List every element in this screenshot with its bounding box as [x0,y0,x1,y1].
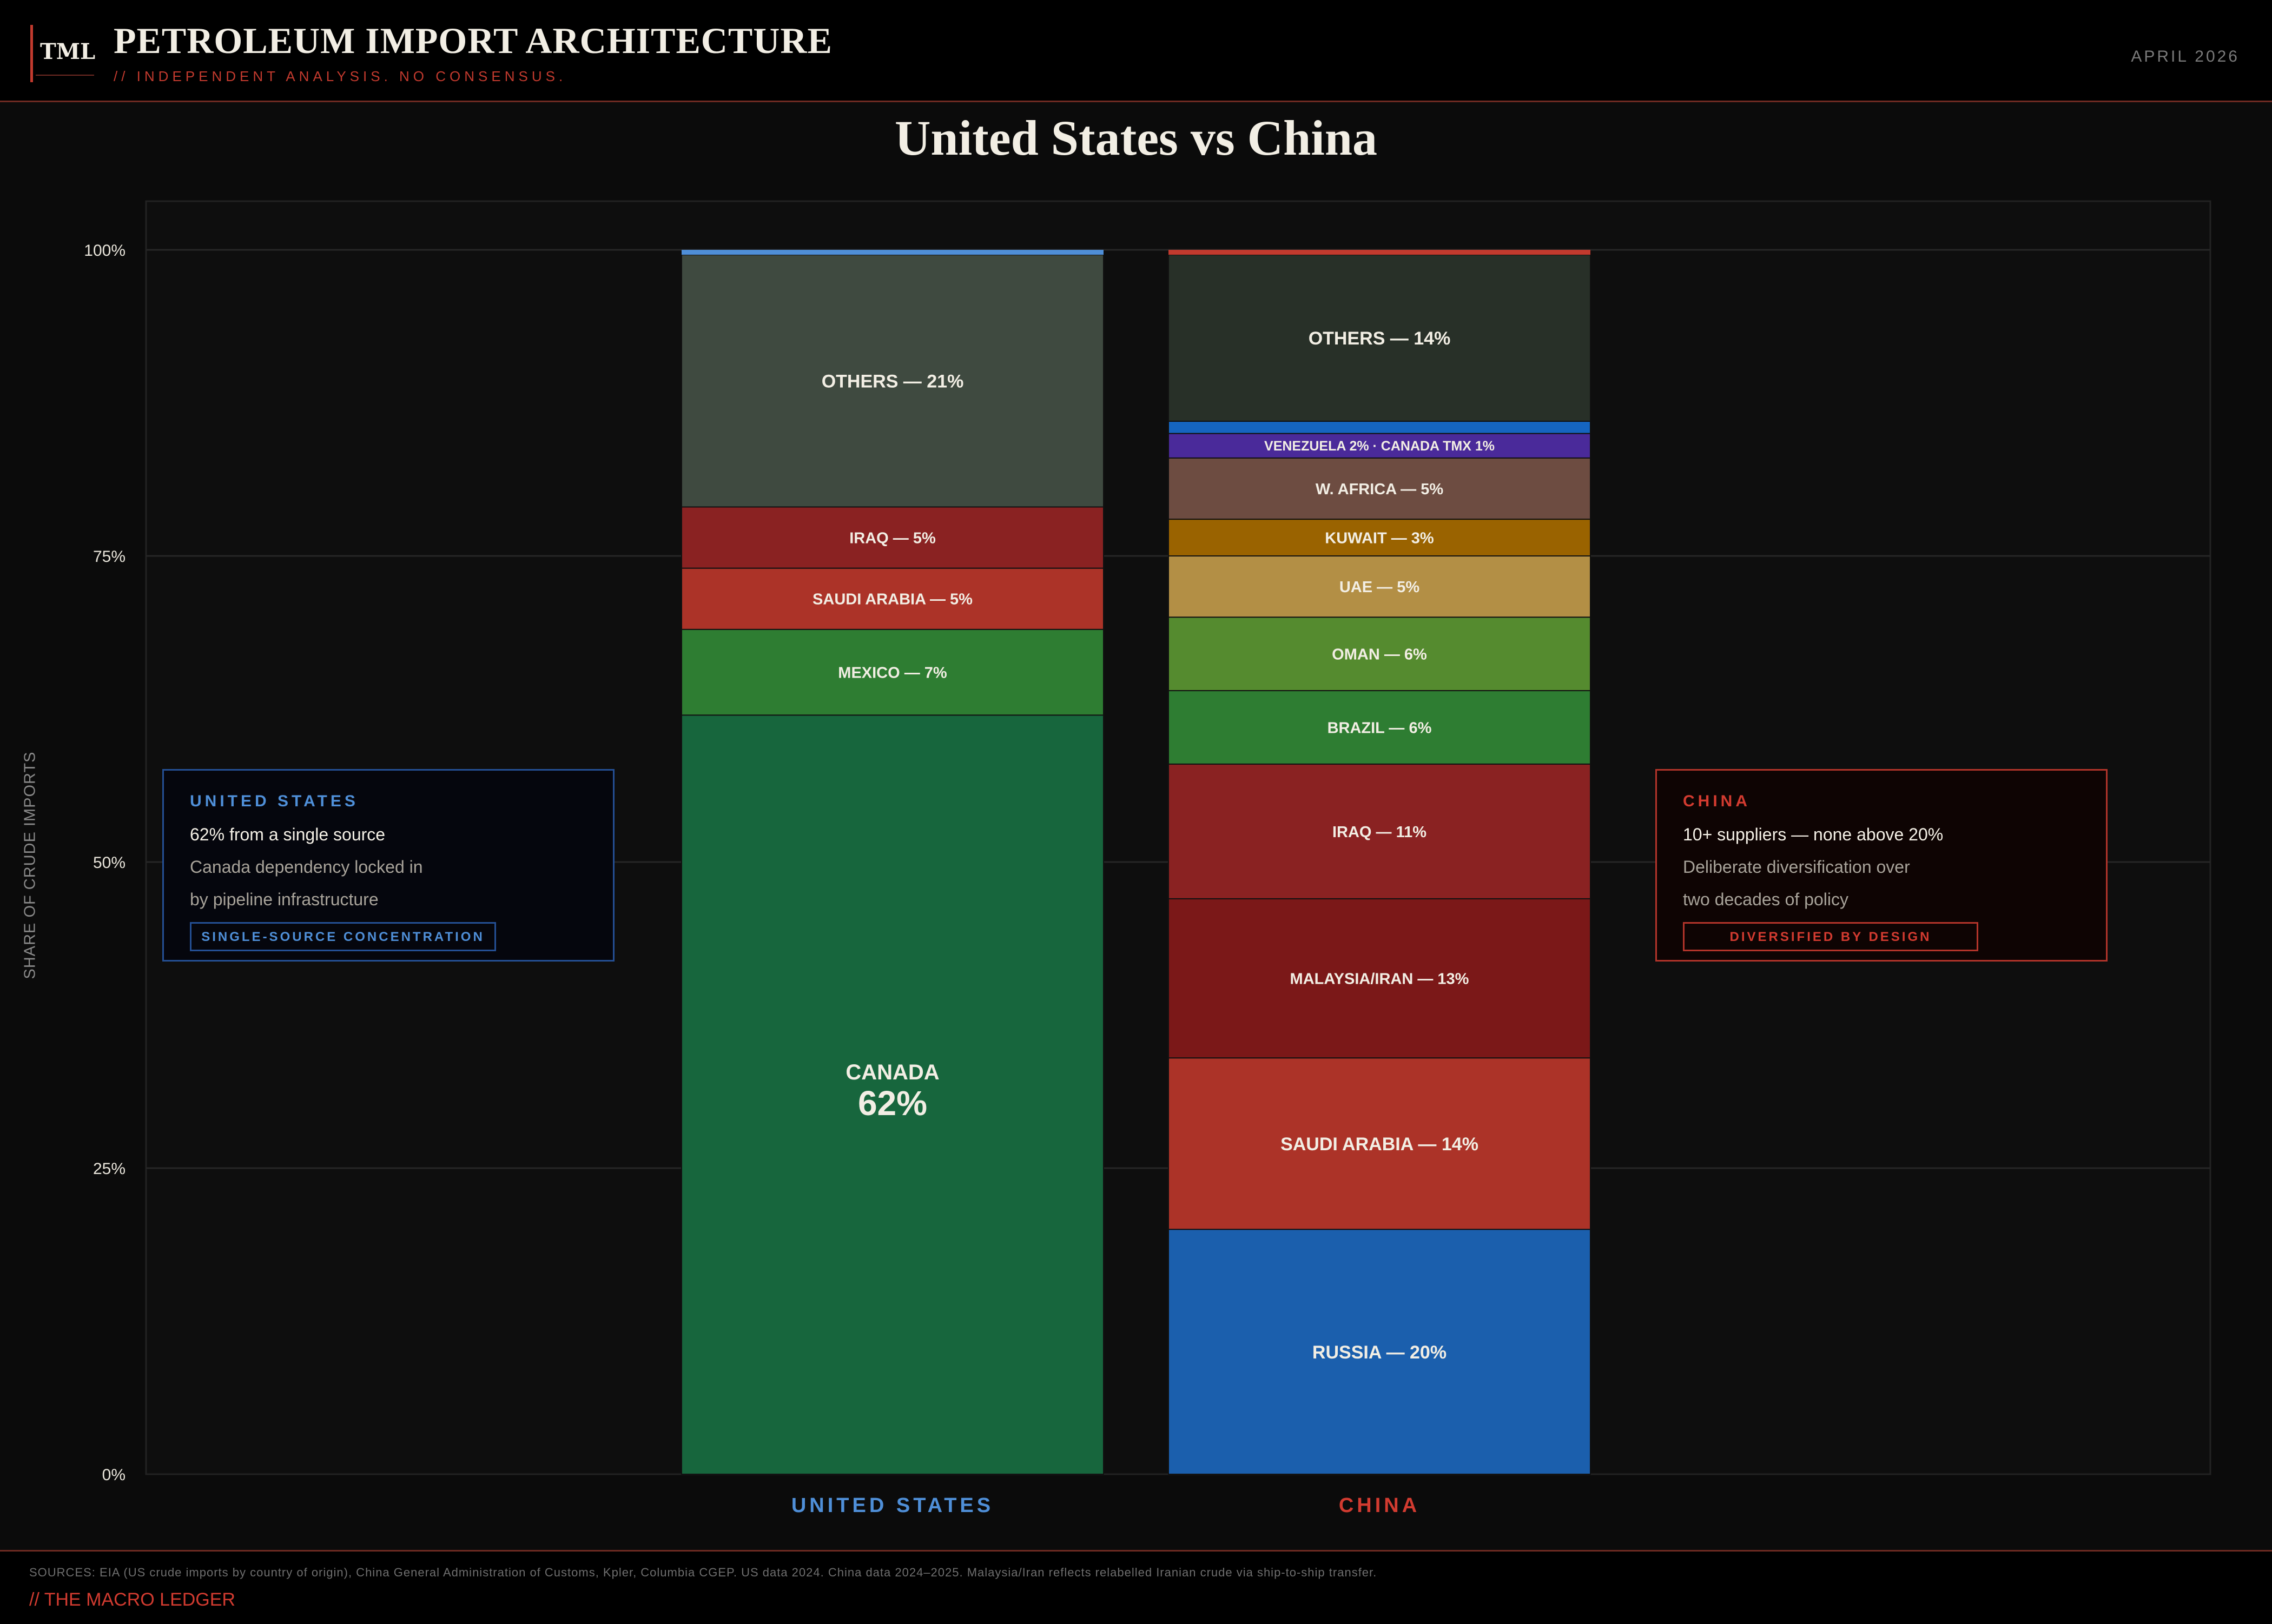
segment-label: RUSSIA — 20% [1312,1342,1447,1363]
callout-tag: DIVERSIFIED BY DESIGN [1683,922,1978,951]
logo-accent-bar [30,25,33,82]
bar-segment-saudi-arabia [681,567,1104,630]
publication-date: APRIL 2026 [2131,48,2240,65]
bar-segment-canada [681,714,1104,1475]
callout-main-text: 62% from a single source [190,825,386,844]
y-tick-label: 25% [93,1160,126,1178]
logo-underline [36,75,94,76]
chart-title: United States vs China [894,110,1377,165]
segment-label: OTHERS — 21% [822,371,964,392]
callout-line: Deliberate diversification over [1683,857,1910,877]
callout-tag: SINGLE-SOURCE CONCENTRATION [190,922,496,951]
bar-segment-malaysia-iran [1168,898,1591,1059]
segment-label: W. AFRICA — 5% [1316,481,1444,498]
bar-segment-uae [1168,555,1591,618]
bar-segment-saudi-arabia [1168,1057,1591,1230]
sources-note: SOURCES: EIA (US crude imports by countr… [29,1566,1377,1579]
y-tick-label: 0% [102,1466,126,1484]
footer: SOURCES: EIA (US crude imports by countr… [0,1550,2272,1624]
segment-label: OMAN — 6% [1332,646,1427,664]
bar-segment-iraq [1168,763,1591,899]
callout-main-text: 10+ suppliers — none above 20% [1683,825,1944,844]
header: TML PETROLEUM IMPORT ARCHITECTURE // IND… [0,0,2272,102]
segment-label: SAUDI ARABIA — 5% [813,591,973,608]
segment-label: KUWAIT — 3% [1325,529,1434,547]
y-tick-label: 50% [93,854,126,872]
bar-segment-russia [1168,1229,1591,1475]
bar-segment-top-accent [1168,250,1590,255]
bar-segment-brazil [1168,690,1591,765]
logo: TML [40,39,96,64]
segment-label: UAE — 5% [1339,579,1419,596]
callout-line: by pipeline infrastructure [190,890,379,909]
segment-label: IRAQ — 5% [849,529,936,547]
callout-line: two decades of policy [1683,890,1848,909]
callout-china: CHINA 10+ suppliers — none above 20% Del… [1655,769,2108,962]
bar-segment-canada-tmx [1168,420,1591,434]
bar-segment-others [1168,254,1591,422]
x-category-label: CHINA [1339,1494,1420,1517]
callout-heading: CHINA [1683,792,1751,810]
segment-label: MEXICO — 7% [838,665,947,682]
brand-name: // THE MACRO LEDGER [29,1589,235,1610]
bar-segment-venezuela [1168,433,1591,459]
callout-heading: UNITED STATES [190,792,359,810]
page-title: PETROLEUM IMPORT ARCHITECTURE [114,20,833,61]
y-axis-label: SHARE OF CRUDE IMPORTS [21,751,39,979]
segment-label: IRAQ — 11% [1332,824,1426,841]
bar-segment-top-accent [682,250,1104,255]
callout-line: Canada dependency locked in [190,857,423,877]
callout-united-states: UNITED STATES 62% from a single source C… [162,769,615,962]
y-tick-label: 75% [93,548,126,566]
bar-segment-mexico [681,628,1104,716]
segment-value-label: 62% [858,1084,927,1123]
segment-label: BRAZIL — 6% [1327,719,1432,737]
y-tick-label: 100% [84,242,126,260]
bar-segment-others [681,254,1104,508]
segment-label: OTHERS — 14% [1309,328,1451,349]
bar-segment-oman [1168,617,1591,692]
segment-label: SAUDI ARABIA — 14% [1280,1134,1478,1155]
segment-label: MALAYSIA/IRAN — 13% [1290,971,1469,988]
x-category-label: UNITED STATES [791,1494,994,1517]
segment-label: CANADA [846,1060,939,1084]
page-subtitle: // INDEPENDENT ANALYSIS. NO CONSENSUS. [114,68,567,84]
segment-label: VENEZUELA 2% · CANADA TMX 1% [1264,439,1495,454]
